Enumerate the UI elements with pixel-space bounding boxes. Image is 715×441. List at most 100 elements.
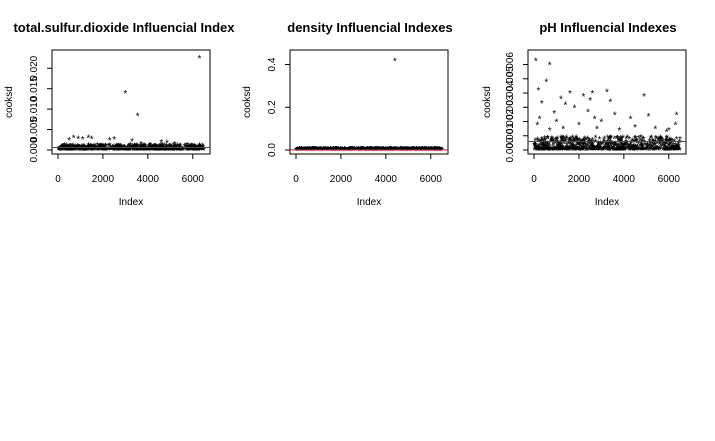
data-point: * <box>438 145 442 156</box>
data-point: * <box>636 143 640 154</box>
data-point: * <box>134 145 138 156</box>
data-point: * <box>383 146 387 157</box>
data-point: * <box>644 141 648 152</box>
data-point: * <box>383 146 387 157</box>
data-point: * <box>161 141 165 152</box>
data-point: * <box>576 138 580 149</box>
data-point: * <box>653 139 657 150</box>
y-tick-label: 0.015 <box>29 76 40 101</box>
data-point: * <box>634 137 638 148</box>
data-point: * <box>352 145 356 156</box>
data-point: * <box>597 146 601 157</box>
data-point: * <box>158 146 162 157</box>
data-point: * <box>654 134 658 145</box>
data-point: * <box>550 145 554 156</box>
data-point: * <box>609 141 613 152</box>
data-point: * <box>142 141 146 152</box>
data-point: * <box>646 144 650 155</box>
data-point: * <box>649 143 653 154</box>
data-point: * <box>306 146 310 157</box>
data-point: * <box>298 146 302 157</box>
data-point: * <box>647 112 651 123</box>
data-point: * <box>599 118 603 129</box>
data-point: * <box>620 144 624 155</box>
data-point: * <box>313 146 317 157</box>
data-point: * <box>414 146 418 157</box>
data-point: * <box>312 145 316 156</box>
data-point: * <box>296 145 300 156</box>
data-point: * <box>674 145 678 156</box>
data-point: * <box>423 145 427 156</box>
data-point: * <box>427 146 431 157</box>
data-point: * <box>119 143 123 154</box>
data-point: * <box>72 145 76 156</box>
data-point: * <box>614 146 618 157</box>
data-point: * <box>142 145 146 156</box>
data-point: * <box>538 115 542 126</box>
data-point: * <box>569 139 573 150</box>
data-point: * <box>323 145 327 156</box>
data-point: * <box>345 146 349 157</box>
data-point: * <box>84 144 88 155</box>
data-point: * <box>607 139 611 150</box>
data-point: * <box>306 146 310 157</box>
data-point: * <box>652 138 656 149</box>
data-point: * <box>156 146 160 157</box>
data-point: * <box>202 146 206 157</box>
data-point: * <box>630 138 634 149</box>
data-point: * <box>155 144 159 155</box>
data-point: * <box>604 145 608 156</box>
data-point: * <box>559 145 563 156</box>
data-point: * <box>342 146 346 157</box>
data-point: * <box>573 146 577 157</box>
data-point: * <box>392 146 396 157</box>
data-point: * <box>406 145 410 156</box>
data-point: * <box>606 141 610 152</box>
data-point: * <box>597 142 601 153</box>
data-point: * <box>597 135 601 146</box>
data-point: * <box>88 145 92 156</box>
data-point: * <box>82 145 86 156</box>
data-point: * <box>367 146 371 157</box>
data-point: * <box>568 89 572 100</box>
data-point: * <box>159 143 163 154</box>
data-point: * <box>582 140 586 151</box>
data-point: * <box>645 140 649 151</box>
data-point: * <box>331 146 335 157</box>
data-point: * <box>673 143 677 154</box>
data-point: * <box>309 146 313 157</box>
data-point: * <box>641 145 645 156</box>
data-point: * <box>414 146 418 157</box>
data-point: * <box>631 143 635 154</box>
data-point: * <box>138 146 142 157</box>
data-point: * <box>389 146 393 157</box>
data-point: * <box>567 138 571 149</box>
data-point: * <box>117 145 121 156</box>
data-point: * <box>573 145 577 156</box>
data-point: * <box>66 143 70 154</box>
data-point: * <box>369 145 373 156</box>
data-point: * <box>545 134 549 145</box>
data-point: * <box>170 145 174 156</box>
data-point: * <box>436 145 440 156</box>
data-point: * <box>431 146 435 157</box>
data-point: * <box>602 138 606 149</box>
data-point: * <box>295 146 299 157</box>
data-point: * <box>335 146 339 157</box>
data-point: * <box>375 146 379 157</box>
data-point: * <box>110 145 114 156</box>
data-point: * <box>615 134 619 145</box>
data-point: * <box>336 146 340 157</box>
data-point: * <box>438 146 442 157</box>
data-point: * <box>154 146 158 157</box>
data-point: * <box>179 146 183 157</box>
data-point: * <box>399 146 403 157</box>
data-point: * <box>164 146 168 157</box>
data-point: * <box>81 146 85 157</box>
data-point: * <box>422 146 426 157</box>
data-point: * <box>400 146 404 157</box>
data-point: * <box>546 144 550 155</box>
data-point: * <box>646 144 650 155</box>
data-point: * <box>65 144 69 155</box>
